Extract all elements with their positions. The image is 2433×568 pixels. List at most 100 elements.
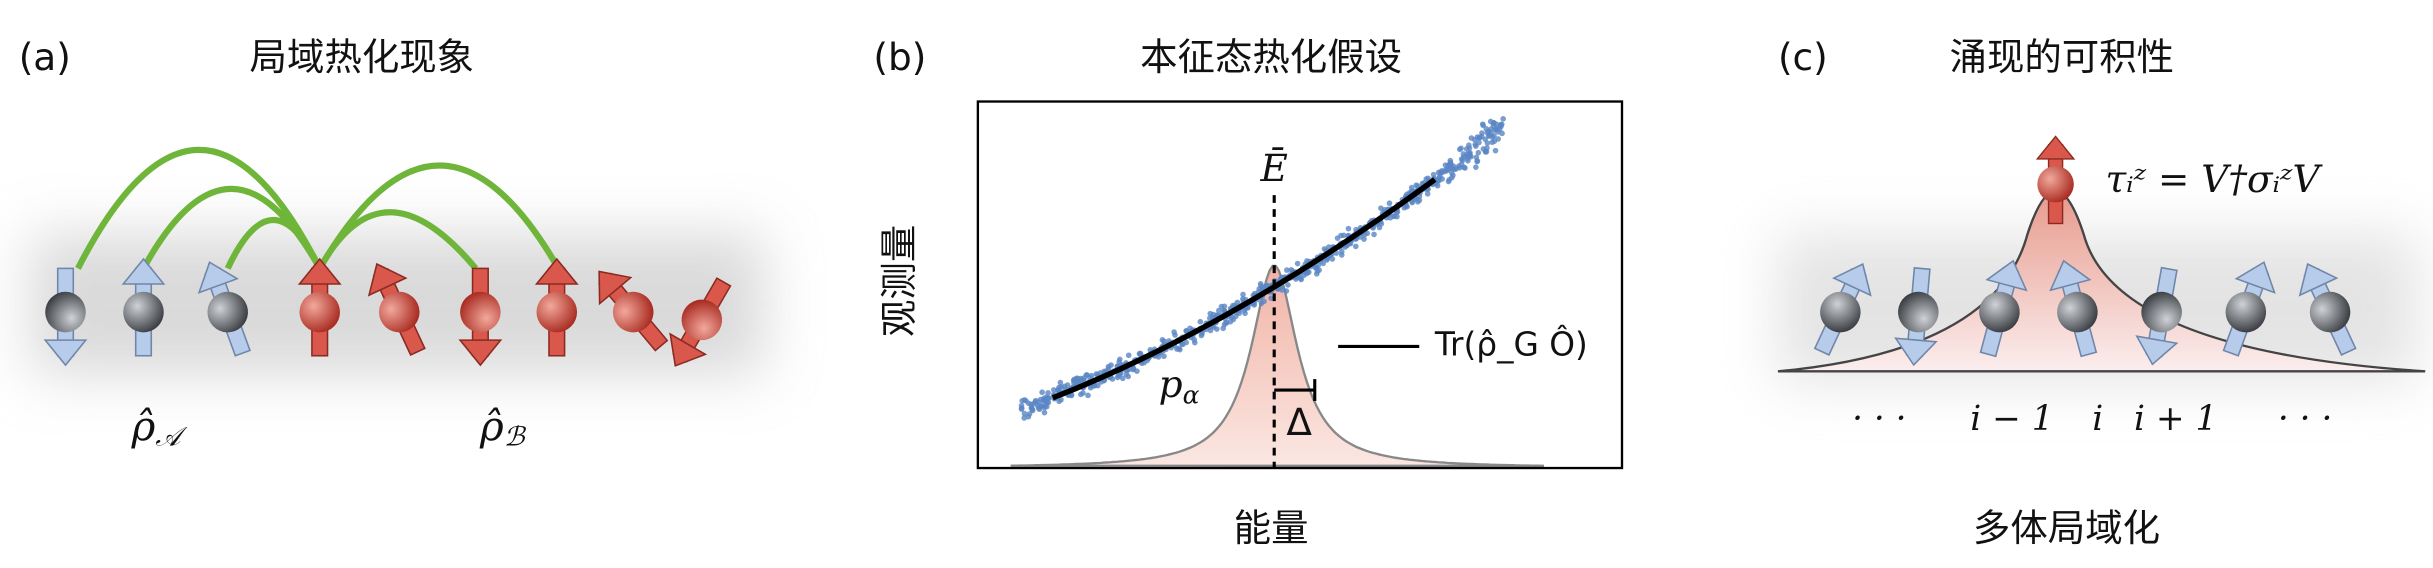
sample-point — [1021, 415, 1028, 421]
sample-point — [1116, 356, 1123, 363]
sample-point — [1456, 146, 1463, 153]
spin-site — [681, 299, 723, 341]
sample-point — [1443, 168, 1450, 174]
spin-site — [207, 291, 248, 333]
sample-point — [1294, 260, 1301, 267]
spin — [534, 257, 579, 357]
spin-head — [2049, 259, 2092, 292]
sample-point — [1207, 327, 1214, 334]
sample-point — [1043, 400, 1050, 406]
sample-point — [1018, 402, 1025, 409]
spin-site — [2141, 291, 2182, 333]
sample-point — [1115, 372, 1122, 379]
sample-point — [1378, 205, 1384, 212]
spin-head — [297, 257, 342, 285]
sample-point — [1051, 387, 1057, 393]
spin-site — [299, 291, 340, 333]
sample-point — [1183, 327, 1190, 334]
sample-point — [1492, 147, 1499, 154]
site-label: · · · — [1852, 399, 1907, 439]
sample-point — [1325, 244, 1332, 250]
spin-head — [534, 257, 579, 285]
sample-point — [1484, 140, 1491, 146]
spin-site — [1979, 291, 2020, 333]
sample-point — [1495, 129, 1501, 135]
sample-point — [1387, 214, 1394, 221]
panel-title: 本征态热化假设 — [1140, 35, 1402, 79]
spin-head — [197, 261, 239, 294]
sample-point — [1214, 326, 1220, 332]
symbol: p — [1159, 361, 1183, 405]
sample-point — [1479, 130, 1485, 136]
sample-point — [1119, 375, 1126, 382]
sample-point — [1475, 149, 1482, 156]
panel-label: (b) — [873, 35, 926, 79]
spin-site — [123, 291, 164, 333]
spin-head — [669, 332, 708, 367]
spin — [43, 267, 88, 367]
spin-head — [1894, 337, 1938, 367]
plot-frame — [976, 100, 1624, 470]
spin-site — [2057, 291, 2098, 333]
spin — [197, 261, 251, 357]
sample-point — [1021, 410, 1028, 417]
sample-point — [1041, 409, 1048, 416]
panel-title: 涌现的可积性 — [1950, 35, 2175, 79]
spin — [458, 267, 503, 367]
sample-point — [1371, 231, 1377, 238]
sample-point — [1495, 136, 1501, 142]
panel-label: (c) — [1778, 35, 1828, 79]
spin-head — [2234, 261, 2276, 294]
caption: 多体局域化 — [1973, 506, 2160, 550]
spin — [121, 257, 166, 357]
width-bar — [1274, 379, 1317, 401]
sample-point — [1088, 372, 1095, 379]
sample-point — [1216, 307, 1222, 314]
spin — [1979, 259, 2028, 358]
sample-point — [1334, 235, 1341, 241]
thermal-curve — [1051, 177, 1437, 401]
sample-point — [1038, 403, 1045, 410]
sample-point — [1283, 288, 1290, 294]
spin — [1894, 267, 1939, 367]
spin-site — [612, 291, 654, 333]
sample-point — [1223, 320, 1229, 326]
sample-point — [1199, 330, 1205, 337]
subscript: 𝒜 — [155, 421, 188, 452]
sample-point — [1338, 248, 1345, 255]
sample-point — [1463, 146, 1470, 152]
spin-site — [460, 291, 501, 333]
sample-point — [1026, 411, 1033, 417]
site-label: i + 1 — [2134, 399, 2217, 439]
panel-label: (a) — [19, 35, 71, 79]
sample-point — [1484, 130, 1491, 136]
sample-point — [1085, 392, 1091, 399]
sample-point — [1045, 390, 1051, 396]
formula: τᵢᶻ = V†σᵢᶻV — [2105, 157, 2323, 201]
distribution — [1010, 264, 1545, 468]
spin-head — [2298, 262, 2339, 297]
sample-point — [1233, 313, 1239, 320]
sample-point — [1039, 389, 1045, 396]
sample-point — [1394, 213, 1400, 220]
sample-point — [1221, 303, 1228, 310]
sample-point — [1435, 178, 1441, 184]
y-axis-label: 观测量 — [877, 225, 921, 337]
sample-point — [1450, 172, 1456, 179]
sample-point — [1064, 382, 1071, 388]
sample-point — [1021, 397, 1028, 403]
sample-point — [1304, 258, 1310, 264]
sample-point — [1241, 307, 1248, 314]
spin-head — [2135, 335, 2179, 366]
spin — [598, 270, 669, 352]
spin — [2222, 261, 2276, 357]
spin — [2298, 262, 2357, 356]
sample-point — [1125, 352, 1132, 359]
sample-point — [1070, 377, 1077, 384]
sample-point — [1030, 401, 1037, 407]
sample-point — [1261, 298, 1267, 305]
panel-title: 局域热化现象 — [250, 35, 475, 79]
sample-point — [1284, 267, 1290, 273]
site-label: i — [2092, 399, 2103, 439]
spin-head — [458, 339, 503, 367]
